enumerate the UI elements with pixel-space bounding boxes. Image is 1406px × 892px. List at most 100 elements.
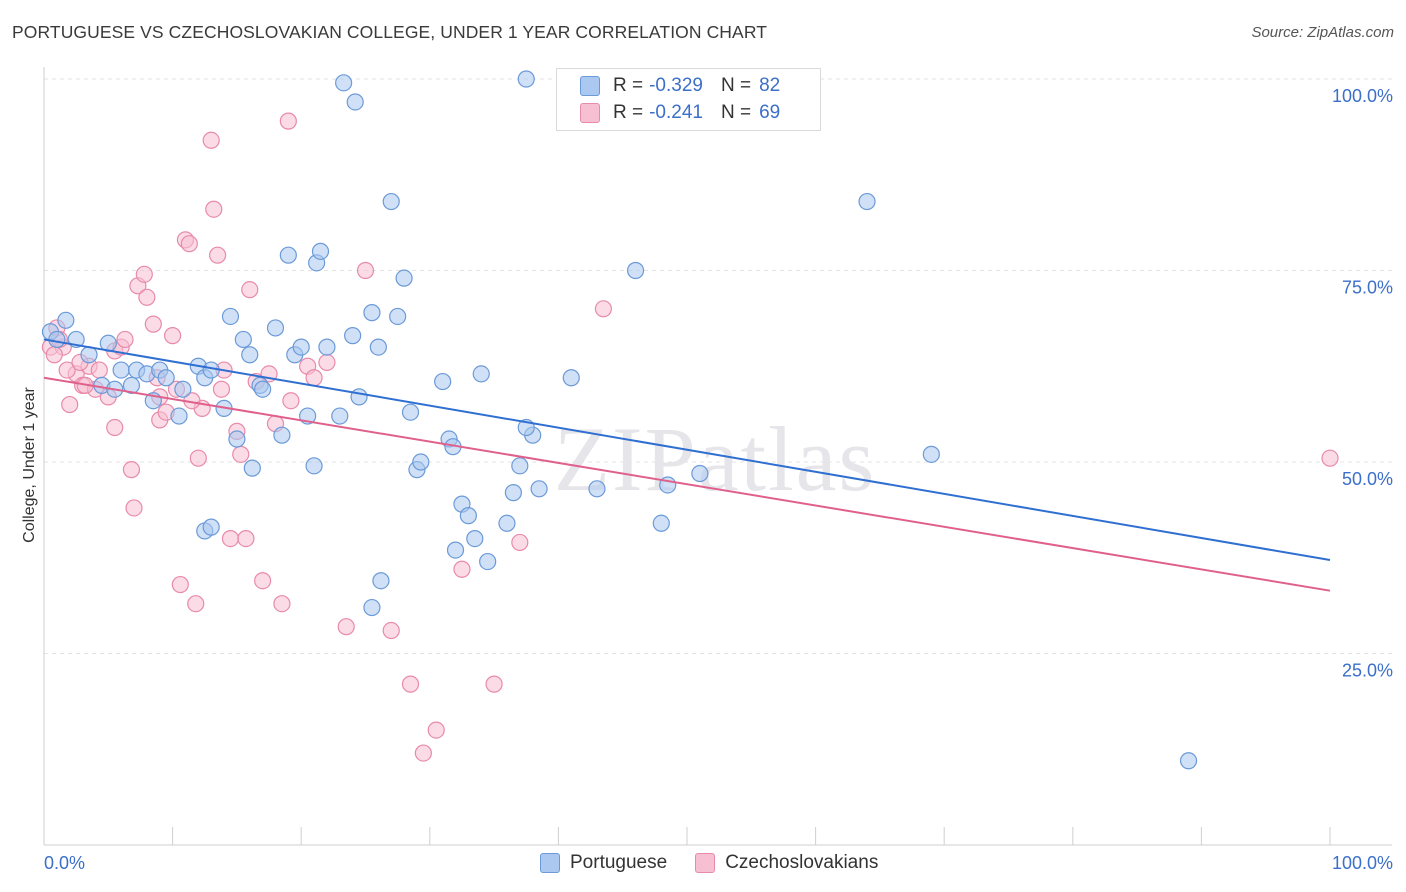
- portuguese-point: [466, 529, 484, 548]
- trend-lines: [43, 338, 1331, 592]
- portuguese-point: [588, 480, 606, 498]
- y-tick-label: 25.0%: [1342, 661, 1393, 681]
- grid-lines: [44, 78, 1392, 654]
- czechoslovakians-point: [273, 595, 291, 613]
- portuguese-point: [511, 457, 529, 475]
- portuguese-point: [254, 380, 272, 398]
- czechoslovakians-point: [382, 621, 400, 640]
- portuguese-point: [234, 330, 252, 349]
- czechoslovakians-point: [1321, 449, 1339, 467]
- portuguese-point: [243, 459, 261, 477]
- portuguese-point: [241, 346, 259, 364]
- portuguese-point: [372, 572, 390, 590]
- portuguese-point: [369, 338, 387, 356]
- legend-label: Czechoslovakians: [725, 852, 879, 873]
- czechoslovakians-point: [318, 353, 336, 372]
- czechoslovakians-point: [594, 300, 613, 318]
- r-value: -0.329: [649, 75, 703, 96]
- czechoslovakians-point: [282, 392, 300, 410]
- czechoslovakians-point: [212, 380, 231, 398]
- czechoslovakians-point: [116, 330, 134, 349]
- czechoslovakians-point: [254, 572, 272, 590]
- czechoslovakians-point: [180, 235, 198, 253]
- portuguese-point: [652, 514, 670, 532]
- portuguese-point: [266, 319, 285, 337]
- portuguese-point: [922, 445, 940, 463]
- n-label: N =: [720, 102, 752, 123]
- czechoslovakians-point: [135, 265, 153, 283]
- czechoslovakians-point: [164, 327, 182, 345]
- portuguese-point: [504, 484, 522, 502]
- portuguese-point: [562, 369, 580, 387]
- portuguese-point: [331, 407, 349, 425]
- portuguese-point: [472, 365, 490, 383]
- portuguese-point: [363, 304, 381, 322]
- czechoslovakians-swatch: [580, 103, 600, 123]
- portuguese-point: [228, 430, 246, 448]
- portuguese-point: [170, 407, 188, 425]
- czechoslovakians-point: [279, 112, 297, 130]
- czechoslovakians-point: [401, 675, 420, 693]
- portuguese-point: [174, 380, 192, 398]
- portuguese-point: [305, 457, 323, 475]
- portuguese-point: [517, 70, 535, 88]
- portuguese-point: [112, 361, 130, 379]
- n-label: N =: [720, 75, 752, 96]
- portuguese-point: [858, 192, 876, 211]
- czechoslovakians-point: [61, 395, 79, 414]
- czechoslovakians-point: [511, 533, 529, 552]
- legend-row-czechoslovakians: R = -0.241 N = 69: [557, 101, 780, 125]
- legend-label: Portuguese: [570, 852, 668, 873]
- portuguese-point: [350, 388, 368, 406]
- axes: [43, 67, 1392, 846]
- czechoslovakians-point: [337, 618, 355, 636]
- y-tick-label: 100.0%: [1332, 86, 1393, 106]
- correlation-legend: R = -0.329 N = 82 R = -0.241 N = 69: [556, 68, 821, 131]
- portuguese-swatch: [540, 853, 560, 873]
- czechoslovakians-point: [241, 281, 259, 299]
- r-value: -0.241: [649, 102, 703, 123]
- czechoslovakians-point: [485, 675, 503, 693]
- n-value: 82: [759, 75, 781, 96]
- legend-item-portuguese[interactable]: Portuguese: [540, 852, 667, 874]
- portuguese-point: [626, 261, 645, 280]
- portuguese-point: [1179, 752, 1198, 770]
- czechoslovakians-point: [305, 369, 323, 387]
- legend-item-czechoslovakians[interactable]: Czechoslovakians: [695, 852, 878, 874]
- czechoslovakians-point: [58, 361, 76, 379]
- y-tick-label: 75.0%: [1342, 278, 1393, 298]
- portuguese-point: [530, 480, 548, 498]
- portuguese-point: [335, 74, 353, 92]
- czechoslovakians-point: [427, 721, 445, 739]
- czechoslovakians-point: [187, 595, 205, 613]
- czechoslovakians-points: [41, 112, 1339, 762]
- y-tick-label: 50.0%: [1342, 469, 1393, 489]
- source-label: Source: ZipAtlas.com: [1251, 24, 1394, 41]
- portuguese-point: [80, 346, 98, 364]
- portuguese-points: [41, 70, 1198, 770]
- czechoslovakians-point: [414, 744, 432, 762]
- portuguese-point: [221, 307, 240, 326]
- czechoslovakians-point: [45, 346, 63, 364]
- czechoslovakians-point: [453, 560, 471, 578]
- x-tick-label: 0.0%: [44, 853, 85, 873]
- czechoslovakians-point: [221, 529, 240, 548]
- portuguese-point: [459, 507, 477, 525]
- portuguese-point: [412, 453, 430, 471]
- czechoslovakians-point: [122, 461, 141, 479]
- portuguese-trend-line: [43, 338, 1331, 562]
- portuguese-point: [363, 598, 381, 617]
- czechoslovakians-swatch: [695, 853, 716, 873]
- portuguese-point: [401, 403, 420, 421]
- chart-title: PORTUGUESE VS CZECHOSLOVAKIAN COLLEGE, U…: [12, 22, 768, 42]
- czechoslovakians-point: [125, 499, 143, 517]
- portuguese-point: [479, 552, 497, 571]
- czechoslovakians-trend-line: [43, 376, 1331, 592]
- portuguese-point: [48, 330, 66, 349]
- n-value: 69: [759, 102, 781, 123]
- czechoslovakians-point: [232, 445, 250, 463]
- portuguese-point: [498, 514, 516, 532]
- portuguese-point: [389, 307, 407, 326]
- series-legend: Portuguese Czechoslovakians: [540, 852, 906, 874]
- legend-row-portuguese: R = -0.329 N = 82: [557, 74, 780, 98]
